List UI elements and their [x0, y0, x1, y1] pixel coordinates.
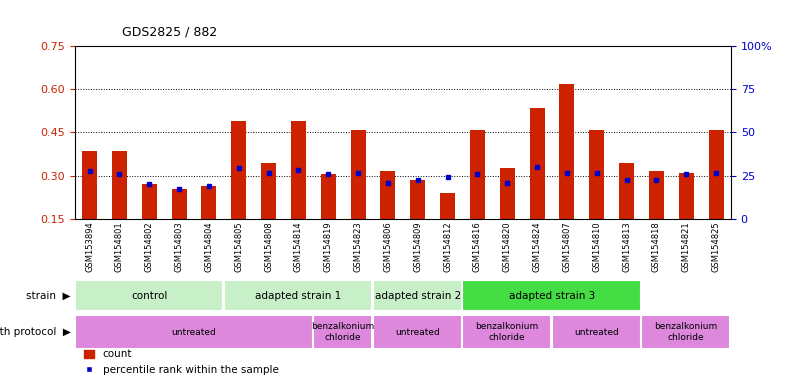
- Text: benzalkonium
chloride: benzalkonium chloride: [655, 323, 718, 342]
- Bar: [314, 315, 373, 349]
- Bar: [590, 129, 604, 219]
- Text: growth protocol  ▶: growth protocol ▶: [0, 327, 71, 337]
- Text: strain  ▶: strain ▶: [26, 291, 71, 301]
- Bar: [679, 173, 694, 219]
- Bar: [351, 129, 365, 219]
- Text: benzalkonium
chloride: benzalkonium chloride: [476, 323, 539, 342]
- Bar: [75, 315, 313, 349]
- Legend: count, percentile rank within the sample: count, percentile rank within the sample: [80, 345, 283, 379]
- Bar: [373, 280, 462, 311]
- Bar: [462, 280, 641, 311]
- Bar: [619, 163, 634, 219]
- Bar: [641, 315, 730, 349]
- Bar: [373, 315, 462, 349]
- Bar: [291, 121, 306, 219]
- Bar: [440, 193, 455, 219]
- Bar: [462, 315, 552, 349]
- Bar: [261, 163, 276, 219]
- Text: untreated: untreated: [575, 328, 619, 337]
- Text: benzalkonium
chloride: benzalkonium chloride: [311, 323, 375, 342]
- Text: untreated: untreated: [395, 328, 440, 337]
- Bar: [141, 184, 156, 219]
- Bar: [112, 151, 127, 219]
- Text: adapted strain 1: adapted strain 1: [255, 291, 342, 301]
- Bar: [552, 315, 641, 349]
- Bar: [410, 180, 425, 219]
- Bar: [500, 169, 515, 219]
- Bar: [380, 171, 395, 219]
- Bar: [201, 186, 216, 219]
- Bar: [82, 151, 97, 219]
- Bar: [649, 171, 664, 219]
- Bar: [560, 84, 575, 219]
- Bar: [75, 280, 223, 311]
- Text: control: control: [131, 291, 167, 301]
- Bar: [231, 121, 246, 219]
- Text: adapted strain 2: adapted strain 2: [375, 291, 461, 301]
- Text: GDS2825 / 882: GDS2825 / 882: [122, 25, 217, 38]
- Bar: [470, 129, 485, 219]
- Text: untreated: untreated: [171, 328, 216, 337]
- Bar: [321, 174, 336, 219]
- Bar: [530, 108, 545, 219]
- Bar: [171, 189, 186, 219]
- Text: adapted strain 3: adapted strain 3: [509, 291, 595, 301]
- Bar: [709, 129, 724, 219]
- Bar: [224, 280, 373, 311]
